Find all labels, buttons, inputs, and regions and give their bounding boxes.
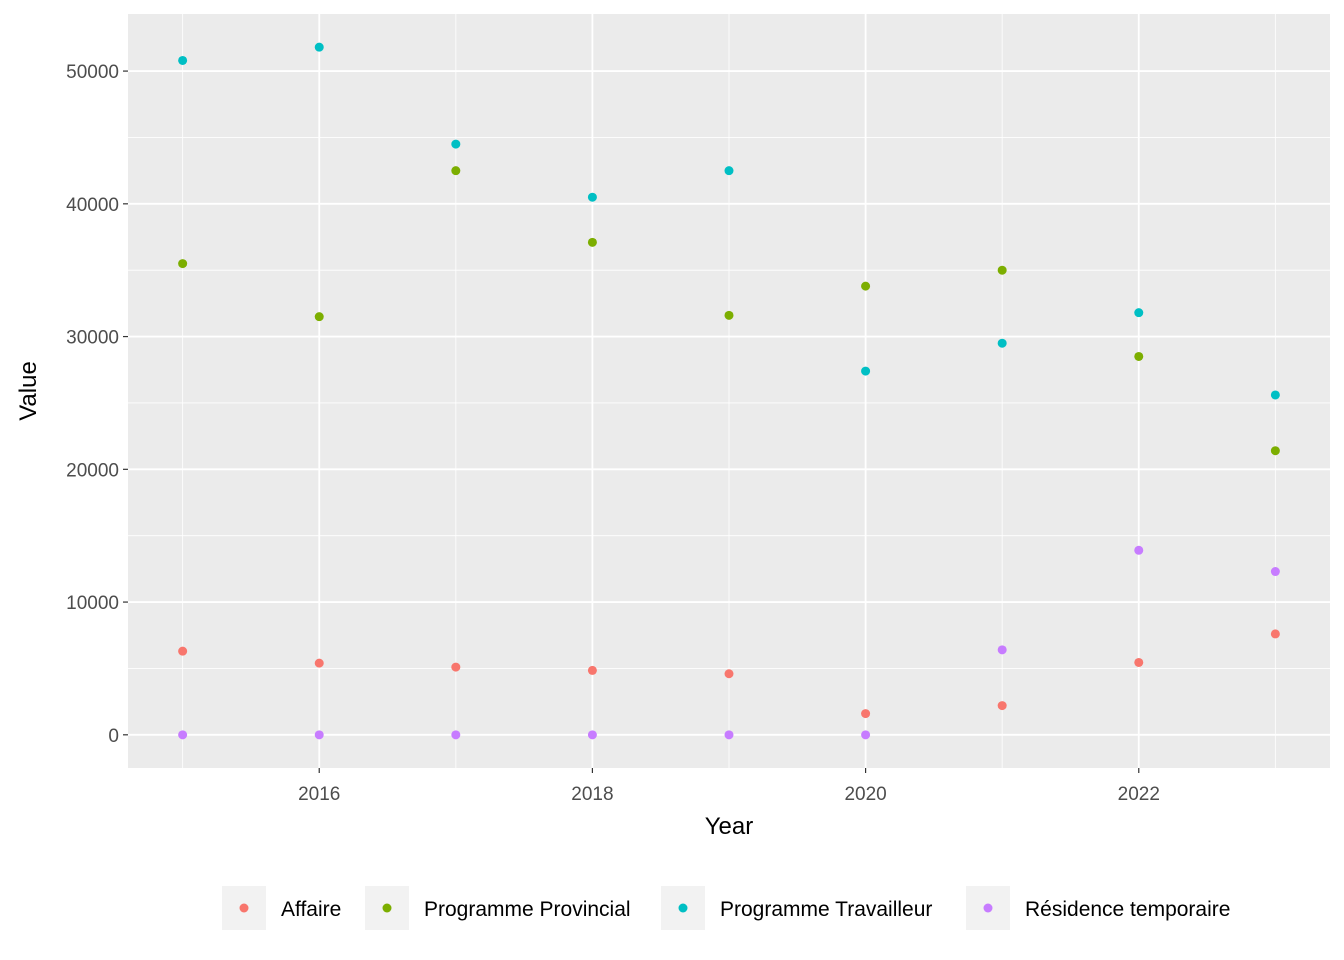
y-tick-label: 20000 <box>66 460 119 481</box>
legend-label: Résidence temporaire <box>1025 898 1230 921</box>
point-programme-travailleur <box>861 366 871 376</box>
x-tick-label: 2018 <box>571 784 613 805</box>
y-axis-title: Value <box>15 361 42 421</box>
y-tick-label: 50000 <box>66 62 119 83</box>
y-tick-label: 10000 <box>66 593 119 614</box>
point-programme-travailleur <box>451 139 461 149</box>
point-affaire <box>178 646 188 656</box>
point-programme-provincial <box>724 310 734 320</box>
legend-item-residence-temporaire: Résidence temporaire <box>966 886 1230 930</box>
legend-key-point <box>382 903 392 913</box>
y-tick-label: 30000 <box>66 328 119 349</box>
point-programme-provincial <box>861 281 871 291</box>
point-residence-temporaire <box>997 645 1007 655</box>
legend-key-point <box>239 903 249 913</box>
legend-item-programme-travailleur: Programme Travailleur <box>661 886 932 930</box>
point-programme-provincial <box>997 265 1007 275</box>
point-programme-travailleur <box>314 42 324 52</box>
point-affaire <box>314 658 324 668</box>
point-residence-temporaire <box>1134 545 1144 555</box>
point-programme-travailleur <box>1270 390 1280 400</box>
point-programme-provincial <box>178 259 188 269</box>
data-points <box>178 42 1280 740</box>
point-residence-temporaire <box>178 730 188 740</box>
legend-key-point <box>678 903 688 913</box>
point-programme-travailleur <box>724 166 734 176</box>
legend-label: Programme Provincial <box>424 898 631 921</box>
y-axis: 0 10000 20000 30000 40000 50000 <box>66 62 128 747</box>
x-tick-label: 2020 <box>844 784 886 805</box>
point-residence-temporaire <box>451 730 461 740</box>
y-tick-label: 40000 <box>66 195 119 216</box>
x-axis-title: Year <box>705 813 754 840</box>
point-residence-temporaire <box>314 730 324 740</box>
point-programme-provincial <box>1134 351 1144 361</box>
point-affaire <box>1270 629 1280 639</box>
point-residence-temporaire <box>1270 567 1280 577</box>
y-tick-label: 0 <box>108 726 119 747</box>
x-tick-label: 2016 <box>298 784 340 805</box>
point-programme-provincial <box>451 166 461 176</box>
point-programme-travailleur <box>587 192 597 202</box>
point-affaire <box>724 669 734 679</box>
legend-item-affaire: Affaire <box>222 886 341 930</box>
legend-label: Affaire <box>281 898 341 921</box>
x-axis: 2016 2018 2020 2022 <box>298 768 1160 805</box>
legend-label: Programme Travailleur <box>720 898 932 921</box>
legend: Affaire Programme Provincial Programme Tra… <box>222 886 1230 930</box>
point-programme-provincial <box>587 237 597 247</box>
point-affaire <box>861 709 871 719</box>
point-programme-travailleur <box>178 55 188 65</box>
x-tick-label: 2022 <box>1118 784 1160 805</box>
point-programme-provincial <box>1270 446 1280 456</box>
point-affaire <box>1134 657 1144 667</box>
point-residence-temporaire <box>587 730 597 740</box>
point-affaire <box>587 665 597 675</box>
point-residence-temporaire <box>861 730 871 740</box>
point-affaire <box>997 701 1007 711</box>
point-affaire <box>451 662 461 672</box>
legend-key-point <box>983 903 993 913</box>
point-programme-provincial <box>314 312 324 322</box>
point-residence-temporaire <box>724 730 734 740</box>
point-programme-travailleur <box>1134 308 1144 318</box>
legend-item-programme-provincial: Programme Provincial <box>365 886 631 930</box>
point-programme-travailleur <box>997 338 1007 348</box>
